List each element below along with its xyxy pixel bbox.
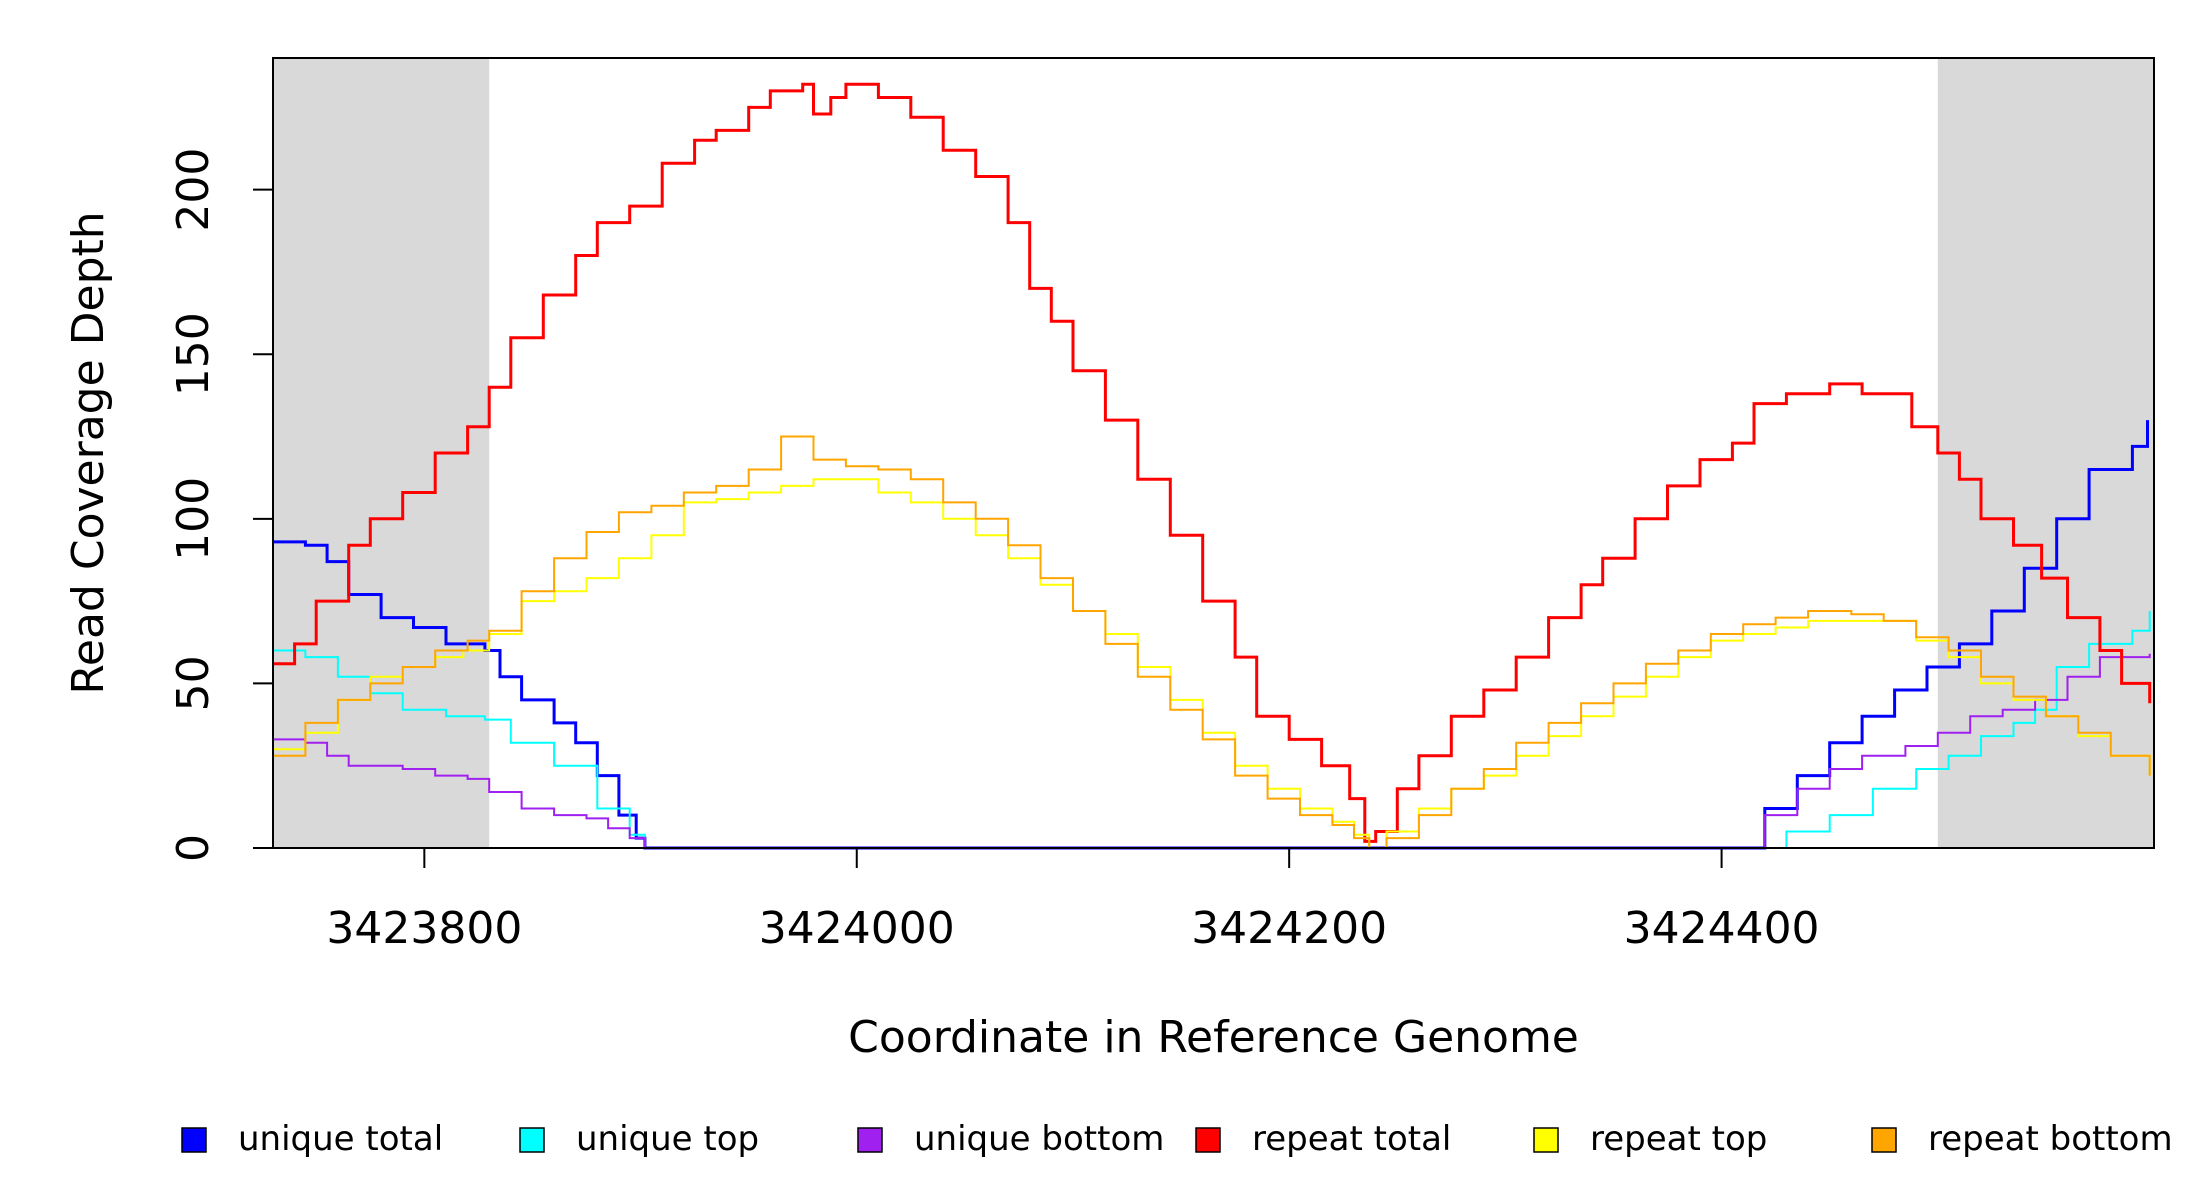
legend-label-unique-top: unique top	[576, 1119, 759, 1159]
series-line-repeat-bottom	[273, 435, 2151, 849]
legend-label-unique-bottom: unique bottom	[914, 1119, 1164, 1159]
y-axis-title: Read Coverage Depth	[63, 211, 114, 694]
series-line-unique-total	[273, 420, 2149, 850]
shaded-regions	[273, 58, 2154, 848]
legend-label-repeat-bottom: repeat bottom	[1928, 1119, 2173, 1159]
series-line-repeat-top	[273, 478, 2151, 849]
y-tick-label: 0	[168, 834, 219, 862]
series-line-repeat-total	[273, 82, 2152, 843]
legend-swatch-unique-bottom	[857, 1127, 883, 1153]
legend: unique total unique top unique bottom repea…	[181, 1119, 2173, 1159]
y-tick-label: 150	[168, 312, 219, 396]
legend-label-repeat-total: repeat total	[1252, 1119, 1451, 1159]
legend-swatch-repeat-top	[1533, 1127, 1559, 1153]
legend-swatch-repeat-bottom	[1871, 1127, 1897, 1153]
legend-label-repeat-top: repeat top	[1590, 1119, 1767, 1159]
x-axis: 3423800 3424000 3424200 3424400	[326, 847, 1820, 954]
legend-swatch-unique-total	[181, 1127, 207, 1153]
legend-swatch-repeat-total	[1195, 1127, 1221, 1153]
y-tick-label: 50	[168, 655, 219, 711]
plot-frame	[272, 57, 2155, 849]
y-axis: 0 50 100 150 200	[168, 148, 274, 862]
x-tick-label: 3424400	[1624, 903, 1820, 954]
x-tick-label: 3424000	[759, 903, 955, 954]
series-lines	[273, 82, 2152, 850]
y-tick-label: 100	[168, 477, 219, 561]
legend-label-unique-total: unique total	[238, 1119, 443, 1159]
x-axis-title: Coordinate in Reference Genome	[848, 1012, 1579, 1063]
x-tick-label: 3423800	[326, 903, 522, 954]
series-line-unique-bottom	[273, 653, 2151, 849]
x-tick-label: 3424200	[1191, 903, 1387, 954]
y-tick-label: 200	[168, 148, 219, 232]
legend-swatch-unique-top	[519, 1127, 545, 1153]
